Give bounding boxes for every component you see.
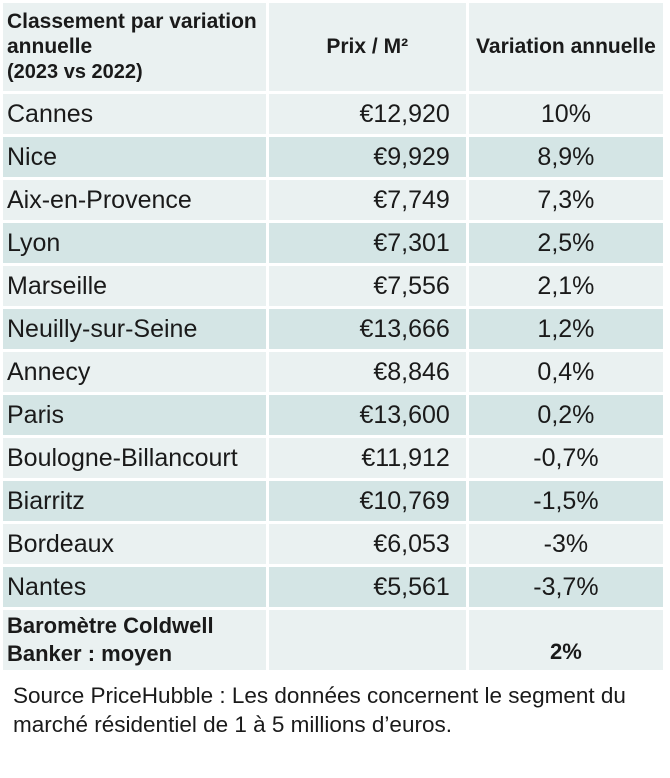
table-row: Nice €9,929 8,9%	[3, 137, 663, 177]
table-header-row: Classement par variation annuelle (2023 …	[3, 3, 663, 91]
table-row: Boulogne-Billancourt €11,912 -0,7%	[3, 438, 663, 478]
city-cell: Cannes	[3, 94, 266, 134]
table-row: Bordeaux €6,053 -3%	[3, 524, 663, 564]
header-ranking: Classement par variation annuelle (2023 …	[3, 3, 266, 91]
price-cell: €10,769	[268, 481, 466, 521]
table-row: Marseille €7,556 2,1%	[3, 266, 663, 306]
city-cell: Nice	[3, 137, 266, 177]
price-cell: €7,749	[268, 180, 466, 220]
city-cell: Marseille	[3, 266, 266, 306]
city-cell: Annecy	[3, 352, 266, 392]
variation-cell: 10%	[468, 94, 663, 134]
variation-cell: 2,1%	[468, 266, 663, 306]
price-cell: €13,666	[268, 309, 466, 349]
price-cell: €12,920	[268, 94, 466, 134]
price-cell: €11,912	[268, 438, 466, 478]
city-cell: Paris	[3, 395, 266, 435]
price-cell: €5,561	[268, 567, 466, 607]
variation-cell: 7,3%	[468, 180, 663, 220]
city-cell: Boulogne-Billancourt	[3, 438, 266, 478]
table-row: Nantes €5,561 -3,7%	[3, 567, 663, 607]
price-cell: €8,846	[268, 352, 466, 392]
header-ranking-period: (2023 vs 2022)	[7, 61, 143, 83]
price-cell: €7,556	[268, 266, 466, 306]
table-row: Neuilly-sur-Seine €13,666 1,2%	[3, 309, 663, 349]
variation-cell: -3,7%	[468, 567, 663, 607]
price-cell: €13,600	[268, 395, 466, 435]
table-row: Cannes €12,920 10%	[3, 94, 663, 134]
variation-cell: -3%	[468, 524, 663, 564]
footer-price-empty	[268, 610, 466, 670]
table-body: Cannes €12,920 10% Nice €9,929 8,9% Aix-en-Pro…	[3, 94, 663, 607]
price-cell: €7,301	[268, 223, 466, 263]
variation-cell: 2,5%	[468, 223, 663, 263]
table-row: Paris €13,600 0,2%	[3, 395, 663, 435]
price-cell: €6,053	[268, 524, 466, 564]
city-cell: Nantes	[3, 567, 266, 607]
variation-cell: 0,2%	[468, 395, 663, 435]
city-cell: Neuilly-sur-Seine	[3, 309, 266, 349]
table-footer-row: Baromètre Coldwell Banker : moyen 2%	[3, 610, 663, 670]
table-row: Aix-en-Provence €7,749 7,3%	[3, 180, 663, 220]
footer-label: Baromètre Coldwell Banker : moyen	[3, 610, 266, 670]
price-table: Classement par variation annuelle (2023 …	[3, 3, 663, 670]
header-variation: Variation annuelle	[468, 3, 663, 91]
city-cell: Biarritz	[3, 481, 266, 521]
header-price: Prix / M²	[268, 3, 466, 91]
variation-cell: -1,5%	[468, 481, 663, 521]
city-cell: Lyon	[3, 223, 266, 263]
variation-cell: 1,2%	[468, 309, 663, 349]
price-cell: €9,929	[268, 137, 466, 177]
table-row: Lyon €7,301 2,5%	[3, 223, 663, 263]
table-row: Annecy €8,846 0,4%	[3, 352, 663, 392]
footer-variation: 2%	[468, 610, 663, 670]
price-table-figure: Classement par variation annuelle (2023 …	[3, 0, 663, 739]
variation-cell: 8,9%	[468, 137, 663, 177]
header-ranking-label: Classement par variation annuelle	[7, 10, 257, 58]
variation-cell: 0,4%	[468, 352, 663, 392]
source-note: Source PriceHubble : Les données concern…	[13, 683, 626, 737]
table-row: Biarritz €10,769 -1,5%	[3, 481, 663, 521]
city-cell: Aix-en-Provence	[3, 180, 266, 220]
variation-cell: -0,7%	[468, 438, 663, 478]
city-cell: Bordeaux	[3, 524, 266, 564]
